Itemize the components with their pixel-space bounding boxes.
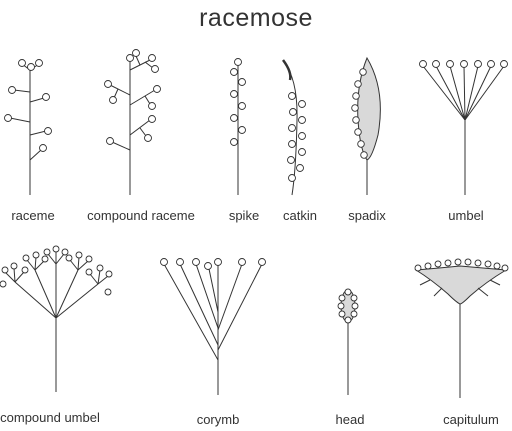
label-compound-umbel: compound umbel <box>0 410 100 425</box>
compound-raceme-drawing <box>105 50 161 196</box>
spadix-drawing <box>352 58 381 195</box>
label-spike: spike <box>229 208 259 223</box>
label-head: head <box>336 412 365 427</box>
label-capitulum: capitulum <box>443 412 499 427</box>
umbel-drawing <box>420 61 508 196</box>
compound-umbel-drawing <box>0 246 112 392</box>
label-raceme: raceme <box>11 208 54 223</box>
capitulum-drawing <box>415 259 508 398</box>
label-compound-raceme: compound raceme <box>87 208 195 223</box>
label-catkin: catkin <box>283 208 317 223</box>
catkin-drawing <box>283 60 306 195</box>
label-corymb: corymb <box>197 412 240 427</box>
label-spadix: spadix <box>348 208 386 223</box>
spike-drawing <box>231 59 246 196</box>
label-umbel: umbel <box>448 208 483 223</box>
corymb-drawing <box>161 259 266 396</box>
head-drawing <box>338 289 358 395</box>
raceme-drawing <box>5 60 52 196</box>
